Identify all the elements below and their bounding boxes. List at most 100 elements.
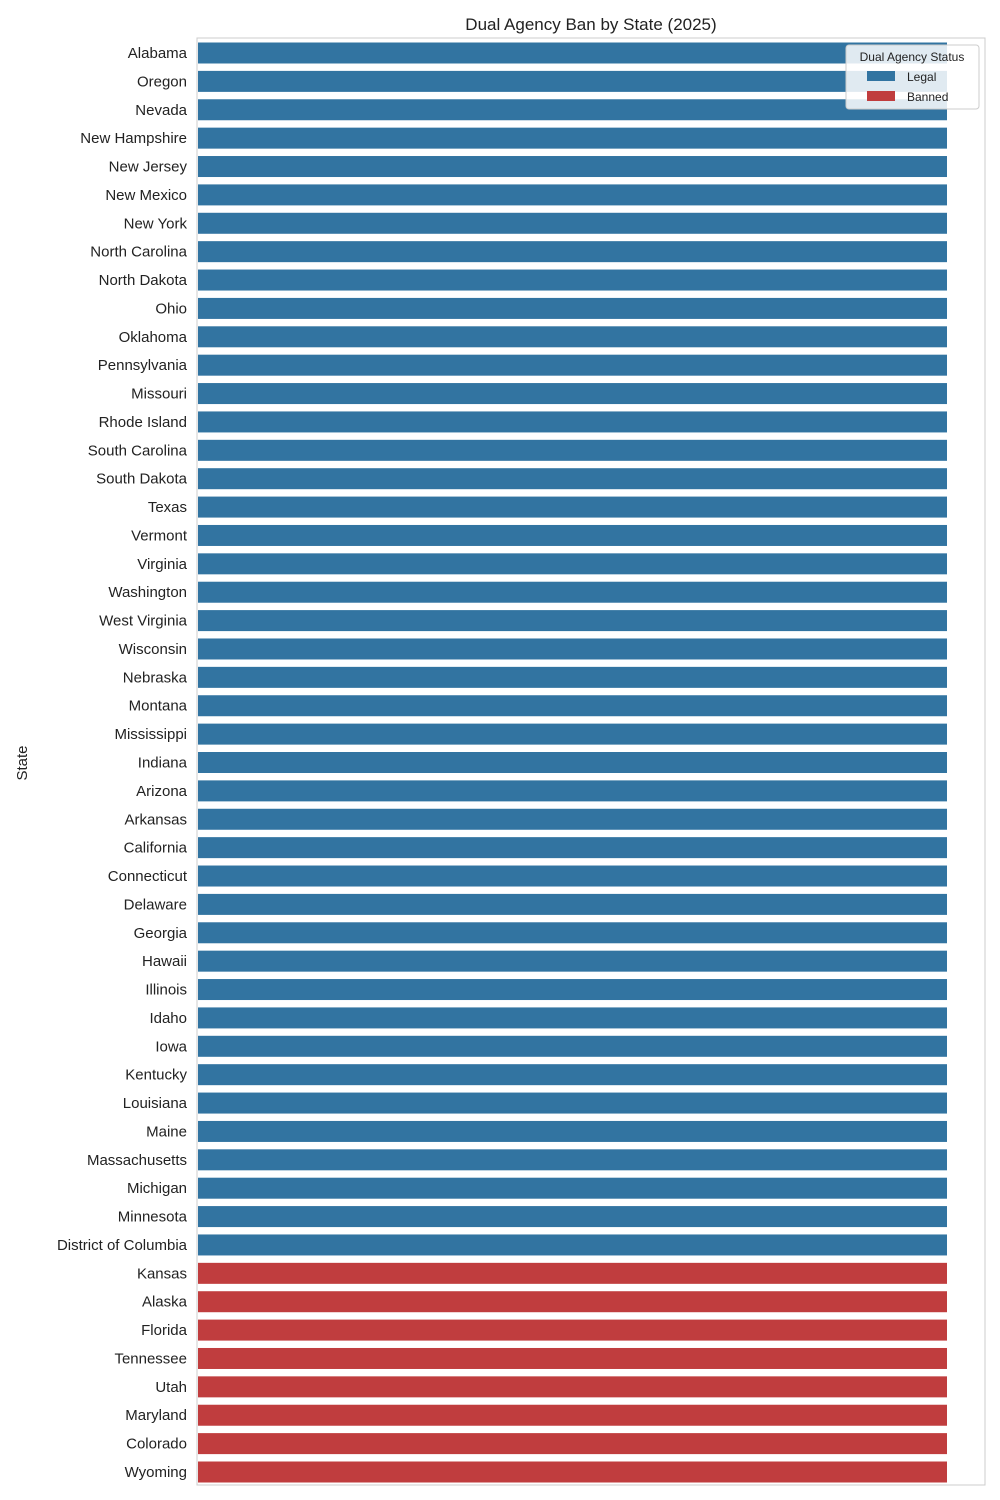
bar-montana	[198, 695, 947, 717]
y-tick-label-nebraska: Nebraska	[123, 669, 188, 686]
bar-missouri	[198, 383, 947, 405]
y-tick-label-district-of-columbia: District of Columbia	[57, 1237, 188, 1254]
bar-new-mexico	[198, 184, 947, 206]
bar-arizona	[198, 780, 947, 802]
bar-wisconsin	[198, 638, 947, 660]
bar-north-dakota	[198, 269, 947, 291]
y-tick-label-hawaii: Hawaii	[142, 953, 187, 970]
bar-south-carolina	[198, 439, 947, 461]
bar-maryland	[198, 1404, 947, 1426]
y-tick-label-california: California	[124, 840, 188, 857]
bar-new-york	[198, 212, 947, 234]
y-tick-label-rhode-island: Rhode Island	[99, 414, 187, 431]
y-tick-label-nevada: Nevada	[135, 102, 187, 119]
y-tick-label-arizona: Arizona	[136, 783, 188, 800]
y-tick-label-pennsylvania: Pennsylvania	[98, 357, 188, 374]
y-tick-labels: Alabama Oregon Nevada New Hampshire New Jers…	[57, 45, 188, 1481]
bar-rhode-island	[198, 411, 947, 433]
bar-maine	[198, 1120, 947, 1142]
legend-label-legal: Legal	[907, 70, 936, 84]
bar-texas	[198, 496, 947, 518]
y-tick-label-wyoming: Wyoming	[125, 1464, 187, 1481]
bar-kansas	[198, 1262, 947, 1284]
bar-new-jersey	[198, 156, 947, 178]
bar-illinois	[198, 979, 947, 1001]
bar-hawaii	[198, 950, 947, 972]
bar-west-virginia	[198, 610, 947, 632]
y-tick-label-michigan: Michigan	[127, 1180, 187, 1197]
bar-utah	[198, 1376, 947, 1398]
bar-alaska	[198, 1291, 947, 1313]
bar-alabama	[198, 42, 947, 64]
y-tick-label-colorado: Colorado	[126, 1436, 187, 1453]
y-tick-label-delaware: Delaware	[124, 896, 187, 913]
bar-vermont	[198, 524, 947, 546]
y-tick-label-oklahoma: Oklahoma	[119, 329, 188, 346]
y-tick-label-new-jersey: New Jersey	[109, 159, 188, 176]
y-tick-label-iowa: Iowa	[155, 1038, 187, 1055]
y-tick-label-florida: Florida	[141, 1322, 188, 1339]
bar-north-carolina	[198, 241, 947, 263]
y-tick-label-illinois: Illinois	[145, 982, 187, 999]
bar-connecticut	[198, 865, 947, 887]
y-tick-label-south-carolina: South Carolina	[88, 442, 188, 459]
bar-washington	[198, 581, 947, 603]
bar-wyoming	[198, 1461, 947, 1483]
y-tick-label-kansas: Kansas	[137, 1265, 187, 1282]
y-tick-label-georgia: Georgia	[134, 925, 188, 942]
y-tick-label-indiana: Indiana	[138, 755, 188, 772]
y-tick-label-vermont: Vermont	[131, 527, 188, 544]
y-tick-label-alaska: Alaska	[142, 1294, 188, 1311]
y-tick-label-missouri: Missouri	[131, 386, 187, 403]
bar-iowa	[198, 1035, 947, 1057]
bar-south-dakota	[198, 468, 947, 490]
legend-swatch-legal	[867, 71, 895, 81]
y-tick-label-north-carolina: North Carolina	[90, 244, 187, 261]
y-tick-label-new-hampshire: New Hampshire	[80, 130, 187, 147]
bar-kentucky	[198, 1064, 947, 1086]
y-tick-label-maryland: Maryland	[125, 1407, 187, 1424]
bar-indiana	[198, 752, 947, 773]
bar-michigan	[198, 1177, 947, 1199]
y-tick-label-mississippi: Mississippi	[114, 726, 187, 743]
bar-arkansas	[198, 808, 947, 830]
bar-oklahoma	[198, 326, 947, 348]
y-axis-label: State	[14, 745, 31, 780]
bar-louisiana	[198, 1092, 947, 1114]
y-tick-label-virginia: Virginia	[137, 556, 187, 573]
y-tick-label-massachusetts: Massachusetts	[87, 1152, 187, 1169]
y-tick-label-texas: Texas	[148, 499, 187, 516]
chart-title: Dual Agency Ban by State (2025)	[465, 15, 716, 34]
bar-colorado	[198, 1433, 947, 1455]
bar-oregon	[198, 70, 947, 92]
bar-new-hampshire	[198, 127, 947, 149]
y-tick-label-louisiana: Louisiana	[123, 1095, 188, 1112]
y-tick-label-connecticut: Connecticut	[108, 868, 188, 885]
plot-area-frame	[196, 37, 986, 1486]
y-tick-label-new-york: New York	[124, 215, 188, 232]
bar-tennessee	[198, 1347, 947, 1369]
y-tick-label-wisconsin: Wisconsin	[119, 641, 187, 658]
bar-nevada	[198, 99, 947, 121]
bar-idaho	[198, 1007, 947, 1029]
legend-title: Dual Agency Status	[860, 50, 965, 64]
legend: Dual Agency Status Legal Banned	[845, 44, 980, 110]
y-tick-label-tennessee: Tennessee	[114, 1350, 187, 1367]
y-tick-label-kentucky: Kentucky	[125, 1067, 187, 1084]
bar-california	[198, 837, 947, 859]
bar-district-of-columbia	[198, 1234, 947, 1256]
y-tick-label-montana: Montana	[129, 698, 188, 715]
y-tick-label-south-dakota: South Dakota	[96, 471, 188, 488]
y-tick-label-north-dakota: North Dakota	[99, 272, 188, 289]
y-tick-label-arkansas: Arkansas	[124, 811, 187, 828]
bar-massachusetts	[198, 1149, 947, 1171]
bar-nebraska	[198, 666, 947, 688]
bar-georgia	[198, 922, 947, 944]
y-tick-label-oregon: Oregon	[137, 73, 187, 90]
y-tick-label-minnesota: Minnesota	[118, 1209, 188, 1226]
bar-pennsylvania	[198, 354, 947, 376]
y-tick-label-alabama: Alabama	[128, 45, 188, 62]
bar-mississippi	[198, 723, 947, 745]
bar-virginia	[198, 553, 947, 575]
bar-delaware	[198, 893, 947, 915]
